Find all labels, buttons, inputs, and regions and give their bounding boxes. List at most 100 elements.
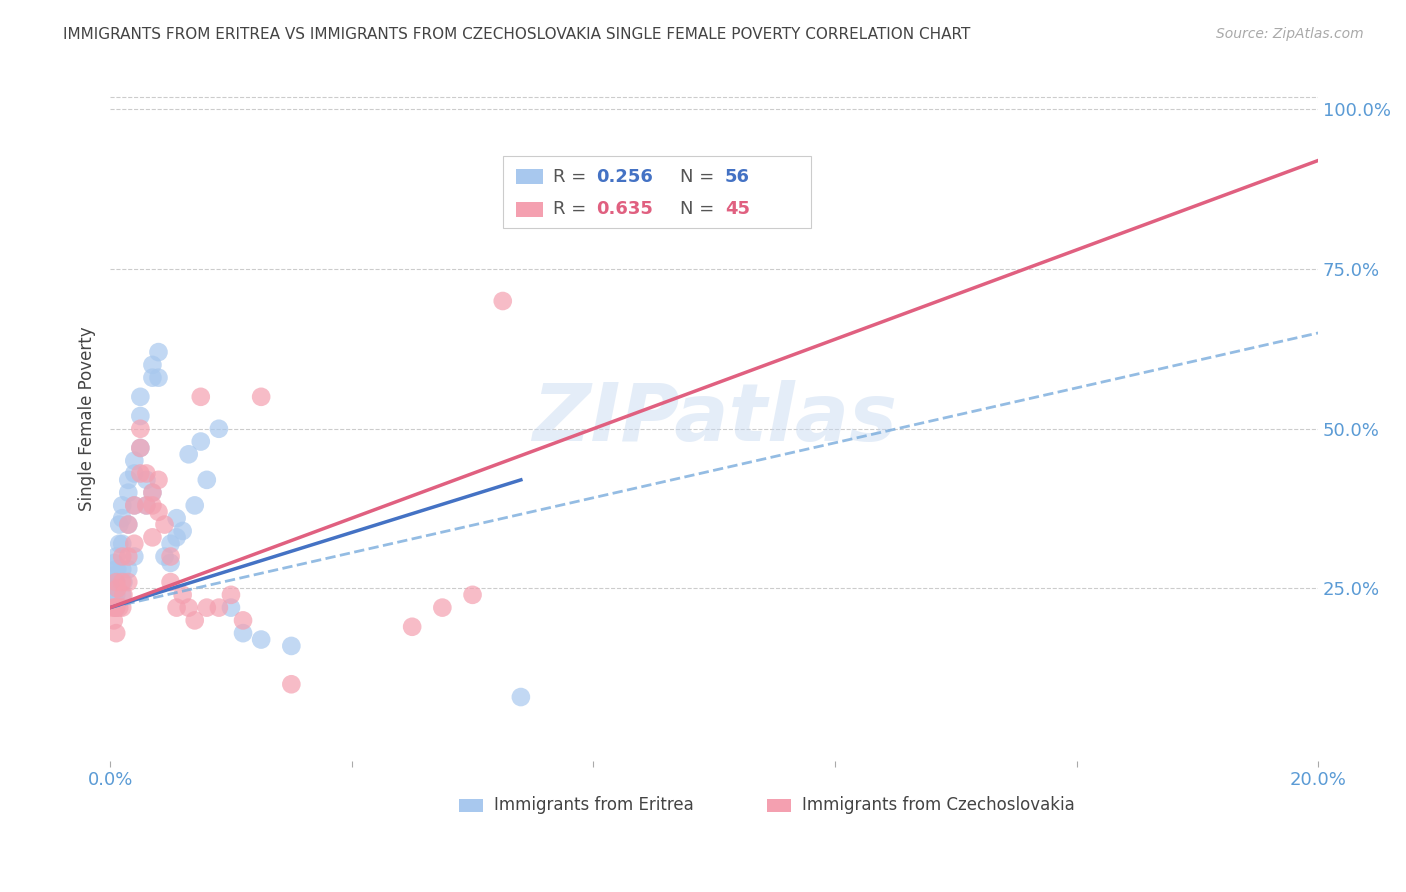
Text: IMMIGRANTS FROM ERITREA VS IMMIGRANTS FROM CZECHOSLOVAKIA SINGLE FEMALE POVERTY : IMMIGRANTS FROM ERITREA VS IMMIGRANTS FR… (63, 27, 970, 42)
Text: Immigrants from Eritrea: Immigrants from Eritrea (495, 797, 695, 814)
Point (107, 582, 129, 596)
Point (135, 499, 157, 513)
Point (153, 517, 176, 532)
Point (190, 434, 212, 449)
Point (432, 600, 454, 615)
Y-axis label: Single Female Poverty: Single Female Poverty (79, 326, 96, 511)
Point (280, 639, 302, 653)
Point (117, 473, 139, 487)
Point (148, 505, 170, 519)
Point (129, 409, 152, 423)
Point (129, 441, 152, 455)
Point (111, 600, 134, 615)
Point (105, 600, 128, 615)
Point (104, 582, 127, 596)
Text: 45: 45 (725, 201, 749, 219)
Text: 56: 56 (725, 168, 749, 186)
Point (105, 562, 128, 576)
Text: 0.256: 0.256 (596, 168, 652, 186)
Point (250, 632, 273, 647)
Point (219, 588, 242, 602)
Point (208, 600, 231, 615)
Point (172, 524, 194, 538)
Point (103, 614, 125, 628)
Point (108, 600, 131, 615)
Point (124, 499, 146, 513)
Text: 0.635: 0.635 (596, 201, 652, 219)
Point (195, 600, 218, 615)
Point (159, 537, 181, 551)
Point (117, 517, 139, 532)
Point (148, 345, 170, 359)
Point (219, 600, 242, 615)
Point (141, 358, 163, 372)
Point (153, 549, 176, 564)
Point (250, 390, 273, 404)
Point (112, 575, 135, 590)
Point (124, 499, 146, 513)
Point (135, 467, 157, 481)
Point (112, 588, 135, 602)
Point (172, 588, 194, 602)
Point (117, 575, 139, 590)
Point (111, 537, 134, 551)
Point (141, 530, 163, 544)
Point (103, 568, 125, 582)
Point (129, 390, 152, 404)
Point (124, 453, 146, 467)
Point (135, 499, 157, 513)
Point (105, 600, 128, 615)
Text: ZIPatlas: ZIPatlas (531, 380, 897, 458)
Text: R =: R = (554, 168, 592, 186)
Point (101, 600, 124, 615)
Point (166, 530, 188, 544)
FancyBboxPatch shape (768, 798, 792, 813)
FancyBboxPatch shape (516, 169, 543, 184)
Point (103, 556, 125, 570)
Point (509, 690, 531, 704)
Point (232, 614, 254, 628)
Point (141, 370, 163, 384)
Point (280, 677, 302, 691)
Point (117, 562, 139, 576)
Point (101, 575, 124, 590)
Point (190, 390, 212, 404)
Text: Immigrants from Czechoslovakia: Immigrants from Czechoslovakia (803, 797, 1076, 814)
Point (141, 485, 163, 500)
Point (117, 517, 139, 532)
Point (141, 499, 163, 513)
Point (159, 575, 181, 590)
FancyBboxPatch shape (460, 798, 484, 813)
Point (105, 626, 128, 640)
Point (111, 549, 134, 564)
Point (101, 582, 124, 596)
Text: Source: ZipAtlas.com: Source: ZipAtlas.com (1216, 27, 1364, 41)
Text: N =: N = (681, 201, 720, 219)
Point (159, 556, 181, 570)
Point (124, 549, 146, 564)
FancyBboxPatch shape (516, 202, 543, 217)
Point (183, 614, 205, 628)
Point (141, 485, 163, 500)
Point (166, 600, 188, 615)
Point (195, 473, 218, 487)
Point (183, 499, 205, 513)
Point (105, 588, 128, 602)
Point (208, 422, 231, 436)
FancyBboxPatch shape (503, 156, 811, 227)
Point (129, 422, 152, 436)
Point (159, 549, 181, 564)
Point (105, 575, 128, 590)
Point (101, 588, 124, 602)
Point (129, 441, 152, 455)
Point (461, 588, 484, 602)
Point (401, 620, 423, 634)
Point (135, 473, 157, 487)
Point (105, 549, 128, 564)
Point (103, 575, 125, 590)
Point (105, 575, 128, 590)
Point (117, 485, 139, 500)
Point (111, 499, 134, 513)
Point (177, 600, 200, 615)
Point (111, 575, 134, 590)
